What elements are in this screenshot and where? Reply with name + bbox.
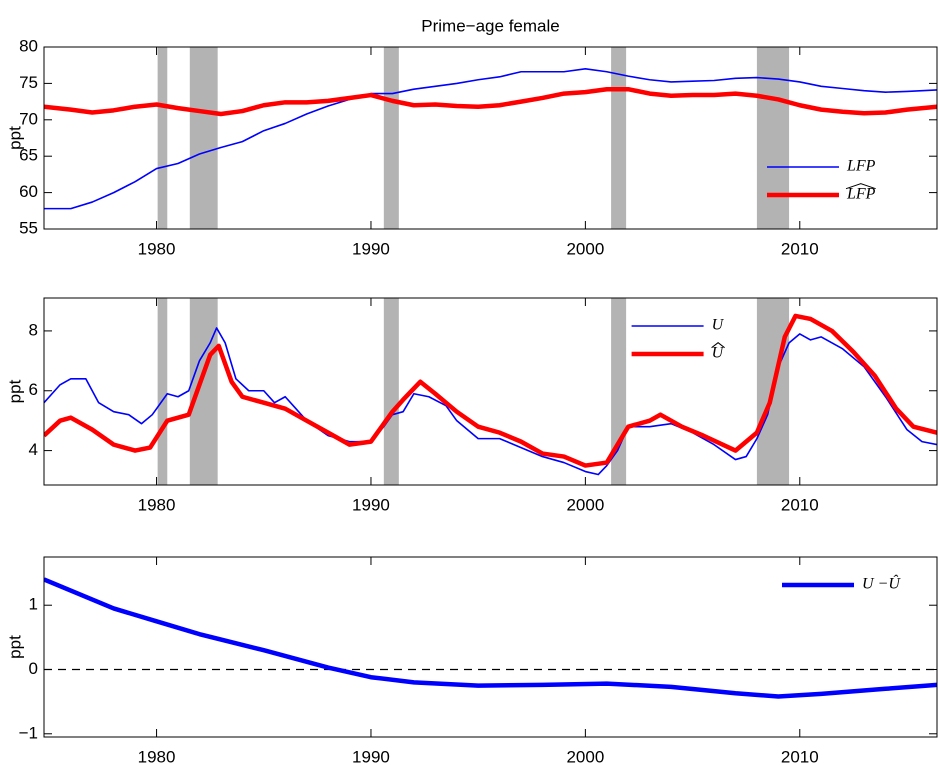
recession-band — [756, 47, 790, 229]
x-tick-label: 1990 — [352, 239, 390, 258]
axes-frame — [43, 46, 938, 230]
y-tick-label: −1 — [19, 723, 38, 742]
x-tick-label: 2010 — [781, 239, 819, 258]
data-line — [44, 313, 937, 468]
recession-band — [383, 298, 399, 485]
y-tick-label: 55 — [19, 218, 38, 237]
data-line — [44, 86, 937, 117]
x-tick-label: 2000 — [566, 495, 604, 514]
x-tick-label: 1990 — [352, 495, 390, 514]
y-tick-label: 6 — [29, 380, 38, 399]
plot-area — [44, 47, 937, 229]
y-tick-label: 60 — [19, 182, 38, 201]
legend-label: U — [712, 317, 725, 334]
chart-title: Prime−age female — [421, 16, 559, 35]
y-tick-label: 8 — [29, 320, 38, 339]
legend-label: U −Û — [862, 574, 901, 593]
recession-band — [157, 47, 168, 229]
y-tick-label: 0 — [29, 659, 38, 678]
recession-band — [157, 298, 168, 485]
legend-hat — [711, 342, 725, 349]
y-tick-label: 4 — [29, 440, 38, 459]
x-tick-label: 2010 — [781, 495, 819, 514]
data-line — [44, 327, 937, 476]
data-line — [44, 577, 937, 699]
recession-band — [383, 47, 399, 229]
plot-area — [44, 298, 937, 485]
plot-area — [44, 577, 937, 699]
x-tick-label: 2000 — [566, 747, 604, 765]
y-axis-label: ppt — [5, 635, 24, 659]
y-axis-label: ppt — [5, 379, 24, 403]
x-tick-label: 1980 — [138, 495, 176, 514]
x-tick-label: 2000 — [566, 239, 604, 258]
y-tick-label: 75 — [19, 73, 38, 92]
x-tick-label: 1990 — [352, 747, 390, 765]
data-line — [44, 68, 937, 210]
legend-label: LFP — [846, 186, 876, 203]
y-tick-label: 65 — [19, 146, 38, 165]
x-tick-label: 2010 — [781, 747, 819, 765]
recession-band — [611, 47, 627, 229]
recession-band — [189, 298, 218, 485]
legend-hat — [845, 183, 876, 190]
x-tick-label: 1980 — [138, 239, 176, 258]
y-tick-label: 1 — [29, 595, 38, 614]
y-axis-label: ppt — [5, 126, 24, 150]
y-tick-label: 80 — [19, 36, 38, 55]
axes-frame — [43, 556, 938, 738]
y-tick-label: 70 — [19, 109, 38, 128]
legend-label: LFP — [846, 158, 876, 175]
axes-frame — [43, 297, 938, 486]
legend-label: U — [712, 345, 725, 362]
x-tick-label: 1980 — [138, 747, 176, 765]
recession-band — [189, 47, 218, 229]
